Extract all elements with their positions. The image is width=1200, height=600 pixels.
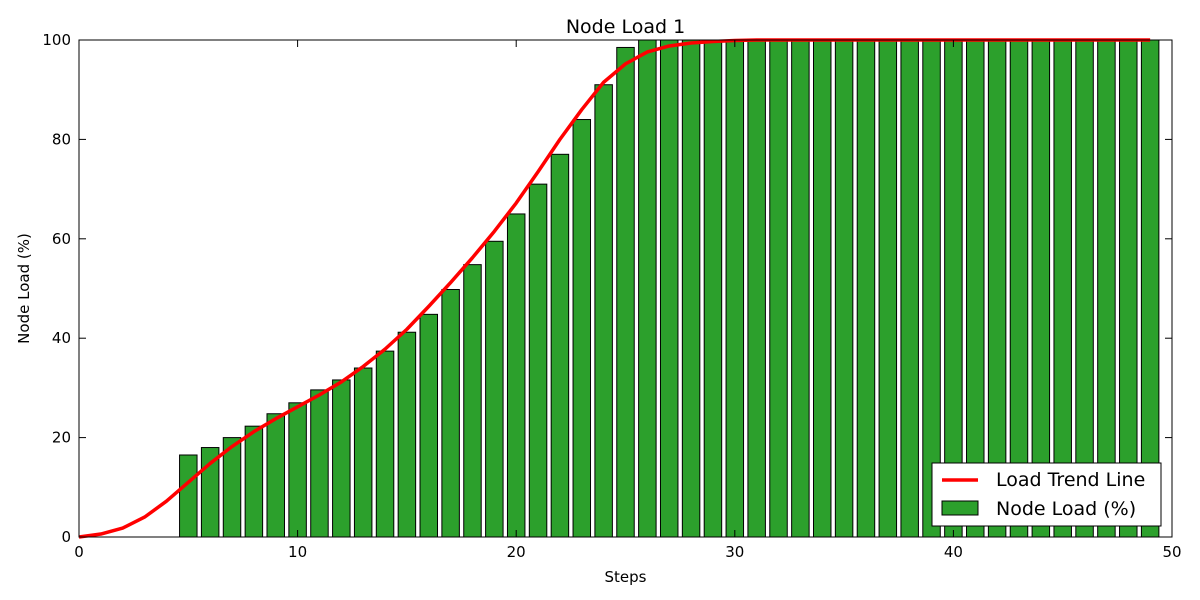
bar-step-45 <box>1053 39 1072 538</box>
x-axis-label: Steps <box>605 568 647 586</box>
bar-step-43 <box>1009 39 1029 538</box>
bar-step-46 <box>1075 39 1094 538</box>
bar-step-38 <box>900 39 919 538</box>
bar-step-20 <box>506 213 526 538</box>
bar-step-9 <box>266 413 285 538</box>
bar-step-19 <box>485 240 504 538</box>
bar-step-39 <box>922 39 941 538</box>
bar-step-47 <box>1097 39 1116 538</box>
bar-step-41 <box>966 39 985 538</box>
bar-step-14 <box>375 350 395 538</box>
x-tick-label: 40 <box>944 543 963 561</box>
bar-step-5 <box>179 454 198 538</box>
y-tick-label: 100 <box>42 31 71 49</box>
legend: Load Trend Line Node Load (%) <box>931 462 1162 527</box>
bar-step-25 <box>616 46 635 538</box>
y-tick-label: 60 <box>52 230 71 248</box>
bar-step-36 <box>856 39 876 538</box>
plot-frame <box>78 39 1173 538</box>
bar-step-32 <box>769 39 788 538</box>
y-tick-label: 0 <box>61 528 71 546</box>
x-tick-label: 30 <box>725 543 744 561</box>
bar-step-10 <box>288 402 307 538</box>
bar-step-29 <box>703 39 723 538</box>
bar-step-35 <box>834 39 854 538</box>
x-tick-label: 10 <box>288 543 307 561</box>
bar-step-23 <box>572 119 592 538</box>
bar-step-18 <box>463 264 482 538</box>
legend-trend-line-label: Load Trend Line <box>996 469 1145 491</box>
legend-bar-label: Node Load (%) <box>996 498 1136 520</box>
bar-step-49 <box>1140 39 1160 538</box>
bar-step-44 <box>1031 39 1051 538</box>
bar-step-31 <box>747 39 766 538</box>
y-tick-label: 20 <box>52 429 71 447</box>
bar-step-21 <box>528 183 548 538</box>
legend-bar-swatch <box>941 500 979 516</box>
bar-step-26 <box>638 39 657 538</box>
bar-step-40 <box>944 39 963 538</box>
bar-step-8 <box>244 425 264 538</box>
bar-step-15 <box>397 331 417 538</box>
y-axis-label: Node Load (%) <box>15 233 33 344</box>
bar-step-48 <box>1119 39 1138 538</box>
x-tick-label: 20 <box>507 543 526 561</box>
chart-title: Node Load 1 <box>566 16 685 38</box>
bar-step-13 <box>353 367 373 538</box>
bar-step-17 <box>441 288 460 538</box>
bar-step-33 <box>791 39 810 538</box>
y-tick-label: 40 <box>52 329 71 347</box>
bar-step-12 <box>332 379 351 538</box>
bar-step-34 <box>812 39 832 538</box>
ticks-layer: 0 10 20 30 40 50 0 20 40 60 80 100 <box>42 31 1181 561</box>
bar-step-16 <box>419 313 439 538</box>
bar-step-42 <box>987 39 1007 538</box>
y-tick-label: 80 <box>52 130 71 148</box>
bar-step-37 <box>878 39 898 538</box>
bar-step-30 <box>725 39 745 538</box>
bar-step-28 <box>681 39 701 538</box>
bar-step-24 <box>594 84 613 538</box>
bar-step-22 <box>550 153 570 538</box>
bar-step-27 <box>659 39 679 538</box>
bar-step-6 <box>200 447 220 538</box>
x-tick-label: 0 <box>74 543 84 561</box>
x-tick-label: 50 <box>1162 543 1181 561</box>
bar-step-11 <box>310 389 329 538</box>
